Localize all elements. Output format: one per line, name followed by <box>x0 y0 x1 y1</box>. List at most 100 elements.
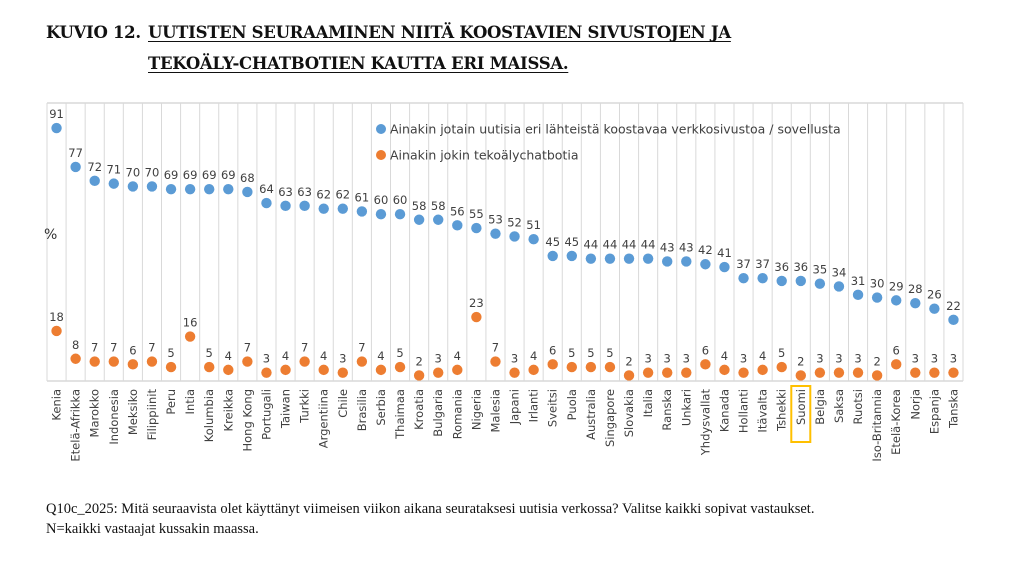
chart-title-line-1: UUTISTEN SEURAAMINEN NIITÄ KOOSTAVIEN SI… <box>148 23 731 42</box>
series-aggregator: 91 77 72 71 70 70 69 69 69 69 68 64 63 63 62 62 61 60 60 58… <box>49 107 961 326</box>
data-label: 4 <box>530 349 537 363</box>
category-label: Kreikka <box>221 389 235 431</box>
data-point <box>184 331 196 342</box>
data-label: 62 <box>316 188 331 202</box>
data-point <box>929 367 940 378</box>
data-label: 3 <box>912 352 919 366</box>
data-point <box>242 186 253 198</box>
data-point <box>204 183 215 195</box>
data-point <box>757 364 768 376</box>
category-label: Meksiko <box>126 389 140 435</box>
data-label: 3 <box>854 352 861 366</box>
data-point <box>165 183 177 195</box>
x-axis-tick-labels: Kenia Etelä-Afrikka Marokko Indonesia Meksik… <box>50 389 961 462</box>
category-label: Kolumbia <box>202 389 216 442</box>
data-point <box>242 356 253 367</box>
data-point <box>700 359 711 370</box>
category-label: Etelä-Korea <box>889 389 903 455</box>
data-point <box>280 364 291 376</box>
category-label: Japani <box>508 389 522 425</box>
data-label: 29 <box>889 279 904 293</box>
category-label: Yhdysvallat <box>698 389 712 457</box>
data-point <box>184 183 196 195</box>
data-point <box>261 197 272 209</box>
data-point <box>585 253 597 264</box>
data-label: 4 <box>759 349 766 363</box>
data-point <box>910 367 921 378</box>
data-point <box>375 364 387 376</box>
data-point <box>642 253 654 264</box>
data-label: 6 <box>129 343 136 357</box>
data-label: 68 <box>240 171 255 185</box>
data-point <box>891 359 902 370</box>
category-label: Slovakia <box>622 389 636 437</box>
data-point <box>833 367 845 378</box>
data-label: 36 <box>793 260 808 274</box>
data-point <box>261 367 272 378</box>
category-label: Kroatia <box>412 389 426 430</box>
data-point <box>776 361 787 373</box>
data-label: 3 <box>339 352 346 366</box>
data-point <box>871 292 883 303</box>
data-label: 63 <box>297 185 312 199</box>
data-label: 28 <box>908 282 923 296</box>
data-point <box>795 275 806 287</box>
category-label: Singapore <box>603 389 617 447</box>
data-point <box>70 353 81 364</box>
data-label: 3 <box>950 352 957 366</box>
data-point <box>165 361 177 373</box>
data-point <box>852 367 864 378</box>
category-label: Nigeria <box>469 389 483 430</box>
category-label: Filippiinit <box>145 389 159 441</box>
data-label: 3 <box>740 352 747 366</box>
data-point <box>662 367 673 378</box>
data-point <box>223 183 234 195</box>
data-label: 5 <box>568 346 575 360</box>
data-label: 34 <box>832 265 847 279</box>
category-label: Suomi <box>794 389 808 425</box>
data-label: 71 <box>106 163 121 177</box>
data-point <box>356 206 368 217</box>
data-label: 7 <box>358 341 365 355</box>
data-point <box>948 367 959 378</box>
data-point <box>337 367 348 378</box>
data-label: 2 <box>625 354 632 368</box>
data-point <box>490 228 501 239</box>
data-point <box>642 367 654 378</box>
category-label: Tanska <box>946 389 960 429</box>
category-label: Hollanti <box>737 389 751 433</box>
category-label: Serbia <box>374 389 388 426</box>
data-point <box>719 261 730 273</box>
category-label: Indonesia <box>107 389 121 445</box>
data-label: 7 <box>492 341 499 355</box>
data-point <box>89 356 100 367</box>
data-point <box>814 278 826 289</box>
data-point <box>452 364 463 376</box>
data-point <box>89 175 100 187</box>
data-point <box>547 250 558 262</box>
data-point <box>452 220 463 231</box>
data-label: 7 <box>244 341 251 355</box>
category-label: Intia <box>183 389 197 414</box>
category-label: Thaimaa <box>393 389 407 440</box>
category-label: Kanada <box>717 389 731 432</box>
data-label: 6 <box>702 343 709 357</box>
data-point <box>490 356 501 367</box>
data-point <box>471 311 482 323</box>
y-axis-label: % <box>44 227 57 243</box>
highlight-box-suomi <box>790 385 812 443</box>
data-label: 5 <box>206 346 213 360</box>
data-label: 70 <box>145 165 160 179</box>
data-label: 55 <box>469 207 484 221</box>
category-label: Kenia <box>50 389 64 421</box>
data-label: 70 <box>126 165 141 179</box>
data-point <box>852 289 864 301</box>
data-label: 44 <box>584 238 599 252</box>
category-label: Taiwan <box>279 389 293 429</box>
data-point <box>509 231 520 242</box>
data-point <box>108 178 119 189</box>
data-point <box>127 181 139 192</box>
data-label: 4 <box>454 349 461 363</box>
